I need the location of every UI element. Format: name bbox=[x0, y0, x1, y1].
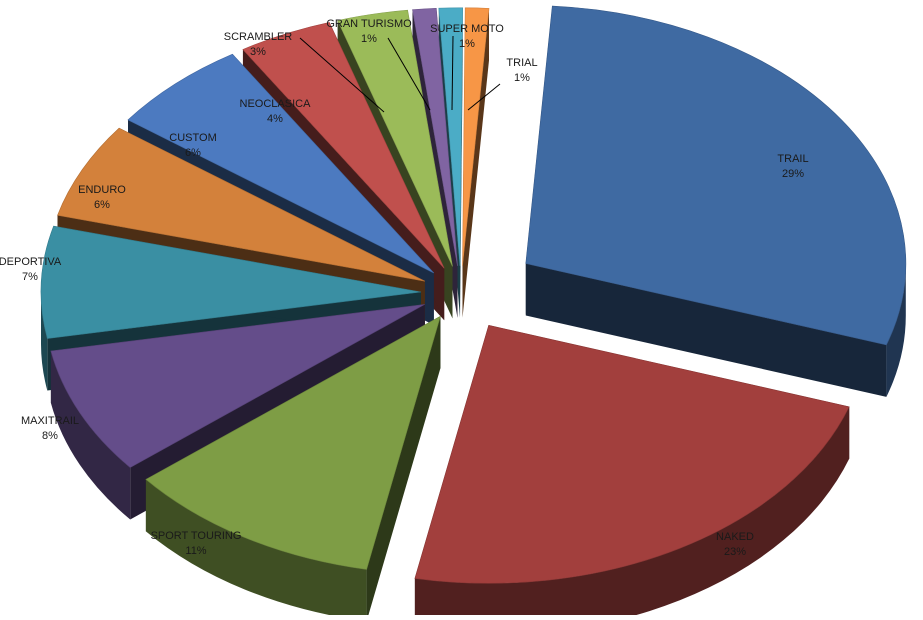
slice-custom bbox=[127, 53, 435, 274]
label-gran-turismo: GRAN TURISMO bbox=[326, 18, 412, 30]
label-deportiva: DEPORTIVA bbox=[0, 256, 62, 268]
label-neoclasica: NEOCLASICA bbox=[240, 98, 312, 110]
value-label-enduro: 6% bbox=[94, 199, 110, 211]
label-super-moto: SUPER MOTO bbox=[430, 23, 504, 35]
value-label-super-moto: 1% bbox=[459, 38, 475, 50]
value-label-trial: 1% bbox=[514, 72, 530, 84]
slice-sport-touring bbox=[145, 315, 441, 570]
slice-wall-trial-1 bbox=[462, 8, 489, 318]
value-label-naked: 23% bbox=[724, 546, 746, 558]
label-sport-touring: SPORT TOURING bbox=[151, 530, 242, 542]
value-label-custom: 6% bbox=[185, 147, 201, 159]
label-naked: NAKED bbox=[716, 531, 754, 543]
slice-trail bbox=[525, 5, 907, 346]
slice-side-trail-0 bbox=[886, 263, 906, 397]
slice-wall-trail-1 bbox=[525, 263, 887, 397]
data-labels: TRAIL 29% NAKED 23% SPORT TOURING 11% MAXITRAI… bbox=[0, 18, 809, 558]
leader-scrambler bbox=[299, 37, 385, 113]
slice-side-sport-touring-0 bbox=[145, 479, 367, 620]
label-enduro: ENDURO bbox=[78, 184, 126, 196]
slice-super-moto bbox=[438, 7, 464, 266]
slice-side-maxitrail-0 bbox=[50, 351, 131, 520]
pie-tops bbox=[40, 5, 907, 584]
slice-trial bbox=[462, 7, 490, 266]
value-label-deportiva: 7% bbox=[22, 271, 38, 283]
slice-maxitrail bbox=[50, 304, 425, 468]
slice-scrambler bbox=[337, 9, 453, 267]
leader-trial bbox=[467, 83, 501, 111]
value-label-maxitrail: 8% bbox=[42, 430, 58, 442]
label-trial: TRIAL bbox=[506, 57, 537, 69]
value-label-sport-touring: 11% bbox=[185, 545, 206, 557]
slice-enduro bbox=[57, 127, 426, 282]
leader-lines bbox=[299, 35, 501, 113]
slice-gran-turismo bbox=[412, 7, 458, 266]
value-label-trail: 29% bbox=[782, 168, 804, 180]
label-trail: TRAIL bbox=[777, 153, 808, 165]
value-label-gran-turismo: 1% bbox=[361, 33, 377, 45]
leader-gran-turismo bbox=[387, 37, 431, 111]
label-custom: CUSTOM bbox=[169, 132, 216, 144]
value-label-neoclasica: 4% bbox=[267, 113, 283, 125]
slice-side-naked-0 bbox=[414, 406, 850, 620]
slice-deportiva bbox=[40, 225, 422, 339]
label-maxitrail: MAXITRAIL bbox=[21, 415, 79, 427]
slice-neoclasica bbox=[242, 22, 445, 269]
slice-naked bbox=[414, 324, 850, 584]
value-label-scrambler: 3% bbox=[250, 46, 266, 58]
label-scrambler: SCRAMBLER bbox=[224, 31, 293, 43]
slice-wall-sport-touring-0 bbox=[366, 316, 441, 620]
leader-super-moto bbox=[451, 35, 454, 111]
